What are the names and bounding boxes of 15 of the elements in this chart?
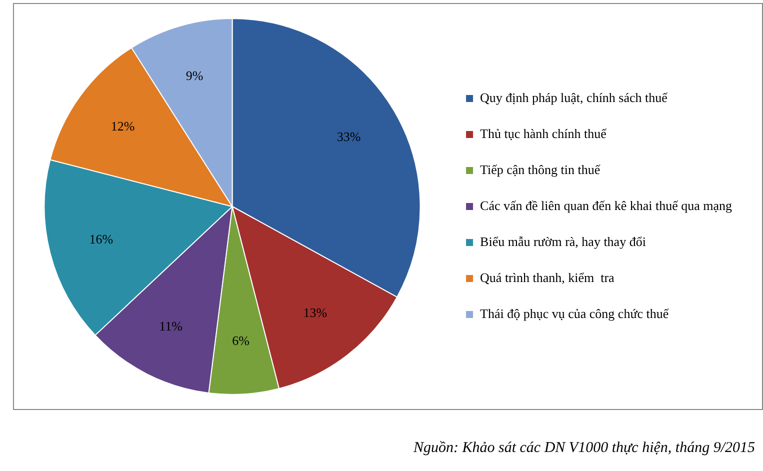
data-label: 11%: [159, 318, 183, 334]
data-label: 6%: [232, 333, 250, 348]
legend-label: Tiếp cận thông tin thuế: [480, 162, 602, 177]
data-label: 9%: [186, 68, 204, 83]
data-label: 16%: [89, 232, 114, 247]
data-label: 13%: [303, 304, 328, 320]
legend-label: Các vấn đề liên quan đến kê khai thuế qua mạng: [480, 198, 732, 213]
legend-label: Quá trình thanh, kiểm tra: [480, 270, 615, 285]
legend-label: Thủ tục hành chính thuế: [480, 126, 608, 141]
data-label: 33%: [336, 129, 361, 144]
legend-label: Biểu mẫu rườm rà, hay thay đổi: [480, 234, 646, 249]
text: Nguồn: Khảo sát các DN V1000 thực hiện, tháng 9/2015: [414, 440, 755, 457]
legend-label: Thái độ phục vụ của công chức thuế: [480, 306, 670, 321]
legend-label: Quy định pháp luật, chính sách thuế: [480, 90, 669, 105]
data-label: 12%: [110, 118, 135, 134]
